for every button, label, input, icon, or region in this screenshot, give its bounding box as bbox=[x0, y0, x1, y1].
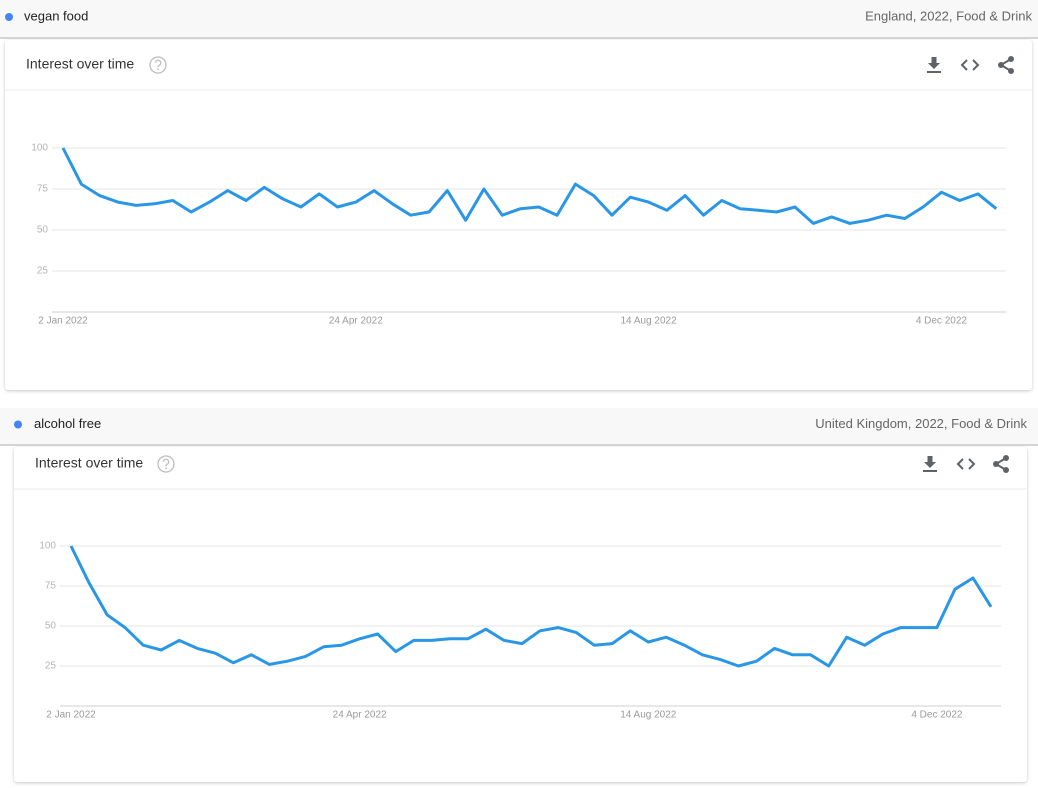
share-button[interactable] bbox=[998, 56, 1014, 74]
download-glyph bbox=[927, 57, 941, 73]
filter-summary: England, 2022, Food & Drink bbox=[865, 8, 1032, 23]
card-title: Interest over time bbox=[35, 455, 143, 471]
x-tick-label: 4 Dec 2022 bbox=[916, 316, 968, 327]
share-node bbox=[1003, 467, 1009, 473]
trends-panel: vegan food England, 2022, Food & Drink Int… bbox=[0, 0, 1038, 390]
help-circle bbox=[149, 56, 167, 74]
share-node bbox=[998, 62, 1004, 68]
embed-button[interactable] bbox=[956, 458, 976, 470]
legend-term: vegan food bbox=[24, 8, 88, 23]
legend-dot bbox=[14, 420, 22, 429]
y-tick-label: 50 bbox=[45, 621, 57, 632]
filter-summary: United Kingdom, 2022, Food & Drink bbox=[815, 416, 1027, 431]
x-tick-label: 24 Apr 2022 bbox=[329, 316, 383, 327]
y-tick-label: 100 bbox=[39, 541, 56, 552]
share-node bbox=[993, 461, 999, 467]
chart-plot: 25 50 75 100 2 Jan 2022 24 Apr 2022 14 Aug 202… bbox=[39, 541, 1001, 721]
y-tick-label: 50 bbox=[37, 225, 49, 236]
chart-card bbox=[14, 447, 1027, 782]
x-tick-label: 4 Dec 2022 bbox=[911, 710, 963, 721]
help-dot bbox=[165, 467, 167, 470]
x-tick-label: 2 Jan 2022 bbox=[38, 316, 88, 327]
x-tick-label: 14 Aug 2022 bbox=[620, 710, 677, 721]
trends-panel: alcohol free United Kingdom, 2022, Food &… bbox=[0, 408, 1038, 782]
y-tick-label: 25 bbox=[45, 661, 57, 672]
card-title: Interest over time bbox=[26, 56, 134, 72]
help-dot bbox=[157, 68, 159, 71]
download-glyph bbox=[923, 456, 937, 472]
embed-glyph bbox=[960, 59, 980, 71]
trend-line bbox=[61, 147, 998, 225]
chart-card bbox=[5, 40, 1032, 390]
embed-glyph bbox=[956, 458, 976, 470]
download-button[interactable] bbox=[923, 456, 937, 472]
legend-dot bbox=[5, 13, 13, 21]
x-tick-label: 14 Aug 2022 bbox=[621, 316, 678, 327]
y-tick-label: 75 bbox=[45, 581, 57, 592]
term-header bbox=[0, 0, 1038, 38]
download-button[interactable] bbox=[927, 57, 941, 73]
share-button[interactable] bbox=[993, 455, 1009, 473]
trend-line bbox=[69, 545, 993, 668]
share-node bbox=[1003, 455, 1009, 461]
help-icon[interactable] bbox=[157, 455, 175, 473]
help-mark bbox=[154, 59, 162, 68]
chart-plot: 25 50 75 100 2 Jan 2022 24 Apr 2022 14 Aug 202… bbox=[31, 143, 1006, 327]
help-mark bbox=[162, 458, 170, 467]
help-icon[interactable] bbox=[149, 56, 167, 74]
share-node bbox=[1008, 56, 1014, 62]
help-circle bbox=[157, 455, 175, 473]
y-tick-label: 75 bbox=[37, 184, 49, 195]
embed-button[interactable] bbox=[960, 59, 980, 71]
share-node bbox=[1008, 68, 1014, 74]
y-tick-label: 25 bbox=[37, 266, 49, 277]
x-tick-label: 2 Jan 2022 bbox=[46, 710, 96, 721]
y-tick-label: 100 bbox=[31, 143, 48, 154]
term-header bbox=[0, 408, 1038, 445]
x-tick-label: 24 Apr 2022 bbox=[333, 710, 387, 721]
legend-term: alcohol free bbox=[34, 416, 101, 431]
